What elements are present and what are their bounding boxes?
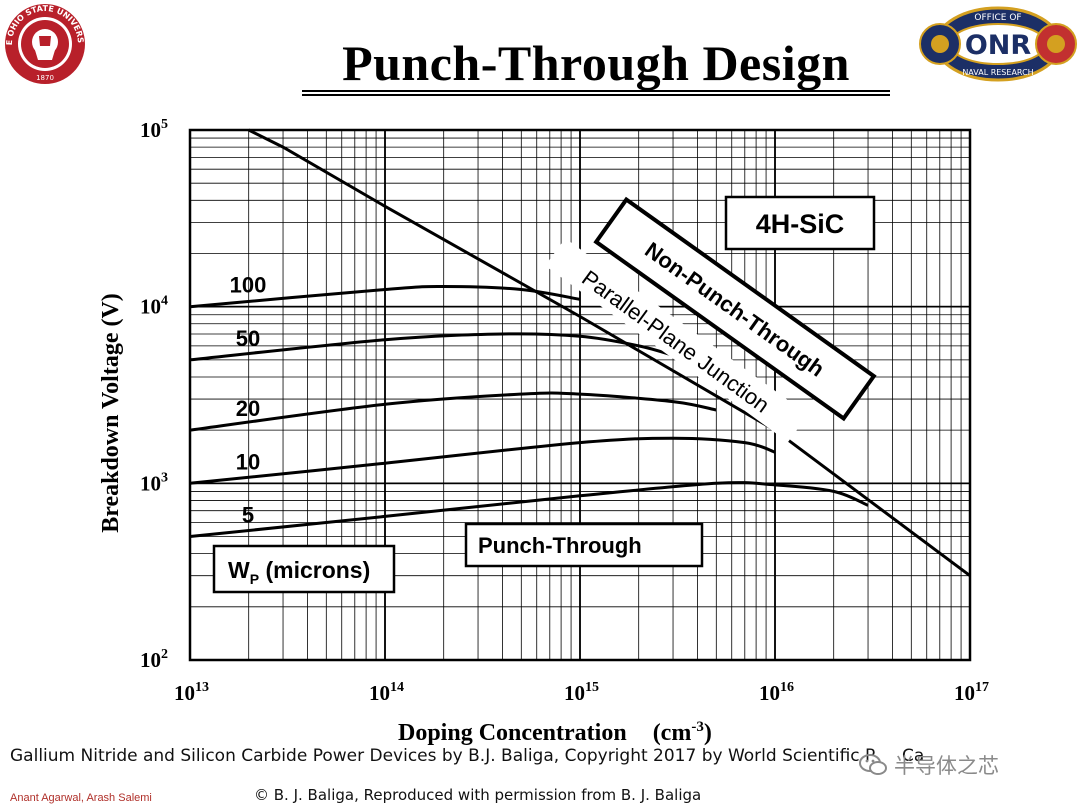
x-axis-unit-base: (cm (653, 720, 692, 746)
watermark-text: 半导体之芯 (894, 754, 999, 778)
series-lines (189, 128, 971, 577)
series-line-5 (189, 481, 869, 538)
slide-title: Punch-Through Design (342, 35, 850, 91)
osu-year-text: 1870 (36, 74, 54, 82)
y-tick-label: 103 (140, 470, 168, 495)
book-caption: Gallium Nitride and Silicon Carbide Powe… (10, 746, 876, 766)
series-label-5: 5 (242, 503, 254, 528)
onr-arc-top: OFFICE OF (974, 13, 1021, 23)
credit-line: © B. J. Baliga, Reproduced with permissi… (254, 786, 702, 804)
punch-through-label: Punch-Through (478, 533, 642, 558)
material-label: 4H-SiC (756, 209, 845, 239)
onr-logo: ONR OFFICE OF NAVAL RESEARCH (919, 6, 1077, 82)
non-punch-through-line (248, 128, 971, 577)
x-axis-label: Doping Concentration (398, 720, 627, 746)
x-tick-label: 1017 (954, 680, 989, 705)
book-caption-tail: Ca (902, 746, 925, 766)
author-names: Anant Agarwal, Arash Salemi (10, 792, 152, 804)
x-axis-title: Doping Concentration (cm-3) (398, 719, 712, 746)
x-tick-label: 1013 (174, 680, 209, 705)
title-underline (302, 90, 890, 92)
y-tick-label: 105 (140, 117, 168, 142)
wechat-watermark: 半导体之芯 (858, 750, 999, 780)
y-tick-label: 104 (140, 294, 168, 319)
x-tick-label: 1016 (759, 680, 794, 705)
y-axis-title: Breakdown Voltage (V) (98, 293, 124, 533)
punch-through-label-box (464, 522, 704, 568)
onr-arc-bottom: NAVAL RESEARCH (962, 68, 1033, 77)
x-axis-unit-exp: -3 (691, 719, 704, 735)
material-label-box (724, 195, 876, 251)
legend-title: WP (microns) (228, 557, 370, 587)
title-underline-second (302, 94, 890, 96)
series-line-20 (189, 391, 717, 432)
series-label-10: 10 (236, 449, 260, 474)
plot-frame (188, 128, 972, 662)
x-tick-label: 1014 (369, 680, 404, 705)
y-tick-label: 102 (140, 647, 168, 672)
series-line-10 (189, 436, 776, 485)
series-line-100 (189, 284, 581, 309)
series-label-50: 50 (236, 326, 260, 351)
legend-title-box (212, 544, 396, 594)
wechat-icon (859, 754, 887, 775)
series-line-50 (189, 332, 674, 362)
series-labels: 100 50 20 10 5 (230, 273, 267, 528)
onr-word: ONR (965, 30, 1032, 61)
x-axis-unit-close: ) (704, 720, 712, 746)
ohio-state-seal-logo: THE OHIO STATE UNIVERSITY 1870 (2, 2, 85, 84)
x-tick-label: 1015 (564, 680, 599, 705)
series-label-20: 20 (236, 396, 260, 421)
series-label-100: 100 (230, 273, 267, 298)
